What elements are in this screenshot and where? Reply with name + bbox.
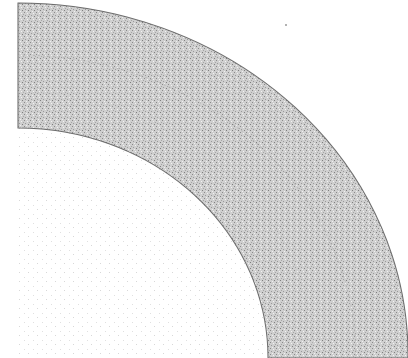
annulus-band [17,2,408,358]
stray-speck [285,24,287,26]
inner-region [18,128,268,358]
inner-arc-line-1 [17,54,357,358]
